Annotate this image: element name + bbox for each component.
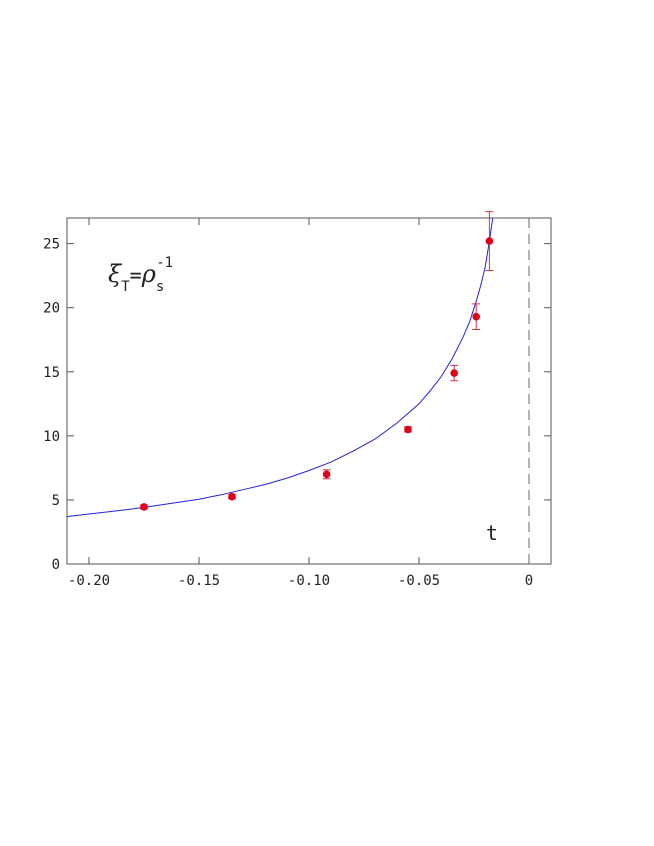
- data-point: [450, 364, 459, 382]
- data-point: [472, 303, 481, 330]
- x-tick-label: -0.05: [398, 573, 440, 589]
- xi-symbol: ξ: [108, 260, 123, 288]
- data-marker: [485, 237, 494, 245]
- data-marker: [450, 369, 459, 377]
- y-tick-label: 5: [52, 493, 60, 509]
- x-tick-label: -0.15: [178, 573, 220, 589]
- rho-symbol: ρ: [141, 260, 156, 288]
- data-point: [404, 425, 412, 434]
- data-marker: [322, 470, 331, 479]
- y-tick-label: 0: [52, 557, 60, 573]
- data-marker: [404, 425, 412, 434]
- x-axis: -0.20 -0.15 -0.10 -0.05 0: [68, 218, 533, 589]
- x-axis-label: t: [486, 521, 498, 545]
- data-marker: [140, 503, 148, 511]
- data-marker: [472, 312, 481, 321]
- data-point: [140, 503, 148, 511]
- data-point: [322, 469, 331, 480]
- x-tick-label: -0.20: [68, 573, 110, 589]
- data-point: [228, 492, 236, 501]
- rho-subscript: s: [156, 279, 164, 295]
- x-tick-label: -0.10: [288, 573, 330, 589]
- equals-sign: =: [130, 263, 142, 287]
- data-points: [140, 211, 494, 511]
- y-tick-label: 15: [43, 365, 60, 381]
- fit-curve: [67, 218, 494, 518]
- y-tick-label: 10: [43, 429, 60, 445]
- data-marker: [228, 492, 236, 501]
- x-tick-label: 0: [525, 573, 533, 589]
- data-point: [485, 211, 494, 272]
- y-axis: 0 5 10 15 20 25: [43, 237, 551, 573]
- xi-subscript: T: [121, 279, 130, 295]
- rho-superscript: -1: [156, 255, 173, 271]
- annotation-formula: ξT=ρs -1: [108, 255, 173, 295]
- y-tick-label: 25: [43, 237, 60, 253]
- y-tick-label: 20: [43, 301, 60, 317]
